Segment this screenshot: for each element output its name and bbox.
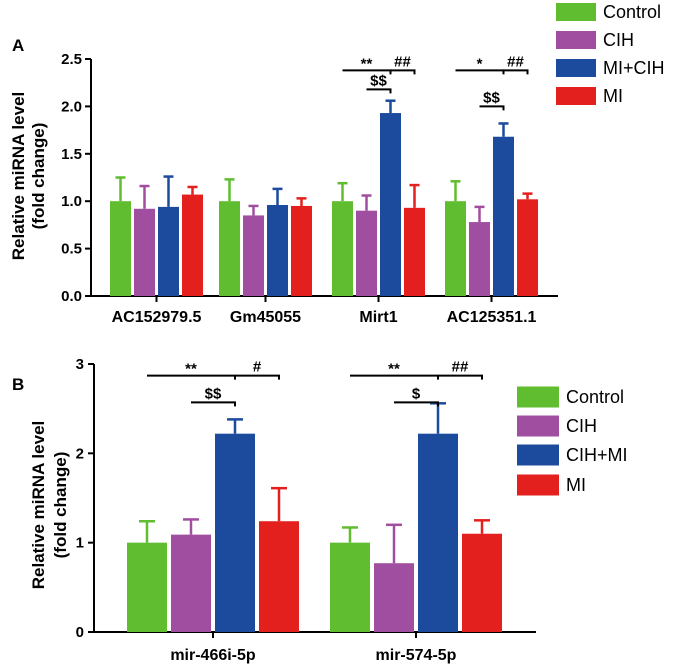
bar-cih bbox=[243, 215, 264, 296]
bar-mi bbox=[182, 194, 203, 296]
y-tick-label: 1 bbox=[76, 535, 84, 552]
legend-swatch bbox=[556, 87, 596, 105]
bar-mi bbox=[404, 207, 425, 296]
panel-b-plot: 0 1 2 3 mir-466i-5p mir-574-5p ** $$ # ** $ ## Contr… bbox=[76, 356, 628, 664]
significance-label: * bbox=[477, 55, 483, 72]
bar-cih bbox=[171, 534, 211, 632]
legend-label: MI bbox=[603, 86, 623, 106]
legend-label: CIH+MI bbox=[566, 445, 628, 465]
legend-label: MI+CIH bbox=[603, 58, 665, 78]
legend-label: CIH bbox=[603, 30, 634, 50]
significance-bracket bbox=[438, 374, 483, 380]
significance-label: $$ bbox=[205, 385, 222, 402]
y-tick-label: 0.0 bbox=[61, 288, 82, 305]
significance-label: ** bbox=[388, 361, 400, 378]
bar-mi bbox=[259, 521, 299, 632]
significance-bracket bbox=[191, 401, 236, 407]
significance-label: # bbox=[253, 359, 262, 376]
significance-bracket bbox=[394, 401, 439, 407]
significance-label: $ bbox=[412, 385, 421, 402]
x-category-label: Mirt1 bbox=[359, 309, 397, 326]
legend-swatch bbox=[517, 444, 559, 466]
panel-b-label: B bbox=[12, 375, 24, 394]
bar-control bbox=[219, 201, 240, 296]
significance-bracket bbox=[390, 69, 416, 75]
y-tick-label: 0.5 bbox=[61, 241, 82, 258]
significance-label: ** bbox=[361, 55, 373, 72]
significance-label: $$ bbox=[370, 72, 387, 89]
significance-label: ## bbox=[452, 359, 469, 376]
bar-mi bbox=[517, 199, 538, 296]
panel-a-label: A bbox=[12, 36, 24, 55]
significance-label: $$ bbox=[483, 89, 500, 106]
significance-bracket bbox=[235, 374, 280, 380]
y-tick-label: 1.0 bbox=[61, 193, 82, 210]
legend-swatch bbox=[556, 59, 596, 77]
legend-label: Control bbox=[566, 387, 624, 407]
bar-mi-cih bbox=[158, 206, 179, 296]
bar-cih bbox=[134, 208, 155, 296]
significance-bracket bbox=[503, 69, 529, 75]
bar-cih bbox=[356, 210, 377, 296]
legend-label: CIH bbox=[566, 416, 597, 436]
legend-swatch bbox=[517, 415, 559, 437]
significance-label: ## bbox=[507, 53, 524, 70]
legend-label: MI bbox=[566, 475, 586, 495]
y-tick-label: 3 bbox=[76, 356, 84, 373]
legend-swatch bbox=[517, 474, 559, 496]
significance-label: ## bbox=[394, 53, 411, 70]
bar-cih-mi bbox=[418, 433, 458, 632]
bar-mi bbox=[291, 205, 312, 296]
significance-label: ** bbox=[185, 361, 197, 378]
legend-swatch bbox=[517, 386, 559, 408]
bar-mi-cih bbox=[493, 136, 514, 296]
x-category-label: AC125351.1 bbox=[447, 309, 537, 326]
panel-a-ylabel-line2: (fold change) bbox=[29, 123, 48, 230]
x-category-label: Gm45055 bbox=[230, 309, 301, 326]
bar-control bbox=[330, 542, 370, 632]
y-tick-label: 2 bbox=[76, 445, 84, 462]
panel-b-ylabel-line1: Relative miRNA level bbox=[29, 421, 48, 590]
bar-mi-cih bbox=[380, 113, 401, 296]
bar-cih bbox=[469, 222, 490, 296]
y-tick-label: 1.5 bbox=[61, 146, 82, 163]
significance-bracket bbox=[479, 105, 505, 111]
legend-label: Control bbox=[603, 2, 661, 22]
bar-control bbox=[445, 201, 466, 296]
panel-b: B Relative miRNA level (fold change) 0 1 2… bbox=[12, 356, 628, 664]
bar-cih-mi bbox=[215, 433, 255, 632]
bar-cih bbox=[374, 563, 414, 632]
significance-bracket bbox=[366, 88, 392, 94]
bar-mi bbox=[462, 533, 502, 632]
bar-control bbox=[332, 201, 353, 296]
y-tick-label: 0 bbox=[76, 624, 84, 641]
bar-control bbox=[110, 201, 131, 296]
y-tick-label: 2.5 bbox=[61, 51, 82, 68]
panel-b-ylabel-line2: (fold change) bbox=[51, 452, 70, 559]
panel-a: A Relative miRNA level (fold change) 0.0… bbox=[9, 2, 665, 326]
panel-a-plot: 0.0 0.5 1.0 1.5 2.0 2.5 AC152979.5 Gm45055 Mirt1… bbox=[61, 2, 664, 326]
bar-control bbox=[127, 542, 167, 632]
panel-a-ylabel-line1: Relative miRNA level bbox=[9, 92, 28, 261]
y-tick-label: 2.0 bbox=[61, 98, 82, 115]
x-category-label: mir-574-5p bbox=[376, 647, 457, 664]
x-category-label: mir-466i-5p bbox=[170, 647, 256, 664]
bar-mi-cih bbox=[267, 204, 288, 296]
legend-swatch bbox=[556, 3, 596, 21]
x-category-label: AC152979.5 bbox=[112, 309, 202, 326]
legend-swatch bbox=[556, 31, 596, 49]
